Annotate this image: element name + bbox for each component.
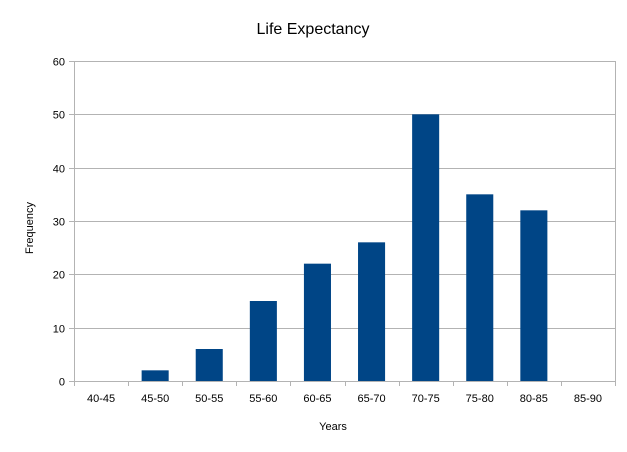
bar-55-60: [249, 301, 277, 381]
x-tick-label-70-75: 70-75: [412, 393, 440, 405]
x-tick-label-75-80: 75-80: [466, 393, 494, 405]
y-tick-label-30: 30: [53, 217, 65, 229]
bar-80-85: [520, 210, 548, 381]
y-tick-label-20: 20: [53, 270, 65, 282]
bar-60-65: [303, 263, 331, 381]
bars: [141, 114, 548, 381]
axes: [74, 61, 616, 386]
bar-70-75: [412, 114, 440, 381]
x-tick-label-40-45: 40-45: [87, 393, 115, 405]
bar-50-55: [195, 349, 223, 381]
x-tick-label-85-90: 85-90: [574, 393, 602, 405]
gridlines: [69, 61, 615, 382]
y-tick-label-60: 60: [53, 57, 65, 69]
y-tick-label-40: 40: [53, 164, 65, 176]
chart-title: Life Expectancy: [257, 21, 370, 38]
x-tick-labels: 40-45 45-50 50-55 55-60 60-65 65-70 70-75 75-80…: [87, 393, 602, 405]
x-axis-label: Years: [319, 421, 347, 433]
x-tick-label-45-50: 45-50: [141, 393, 169, 405]
y-tick-labels: 0 10 20 30 40 50 60: [53, 57, 65, 389]
y-tick-label-50: 50: [53, 110, 65, 122]
y-axis-label: Frequency: [24, 202, 36, 254]
y-tick-label-10: 10: [53, 324, 65, 336]
bar-45-50: [141, 370, 169, 381]
bar-75-80: [466, 194, 494, 381]
x-tick-label-60-65: 60-65: [303, 393, 331, 405]
x-tick-label-80-85: 80-85: [520, 393, 548, 405]
x-tick-label-50-55: 50-55: [195, 393, 223, 405]
bar-65-70: [358, 242, 386, 381]
x-tick-label-65-70: 65-70: [357, 393, 385, 405]
x-tick-label-55-60: 55-60: [249, 393, 277, 405]
y-tick-label-0: 0: [59, 377, 65, 389]
